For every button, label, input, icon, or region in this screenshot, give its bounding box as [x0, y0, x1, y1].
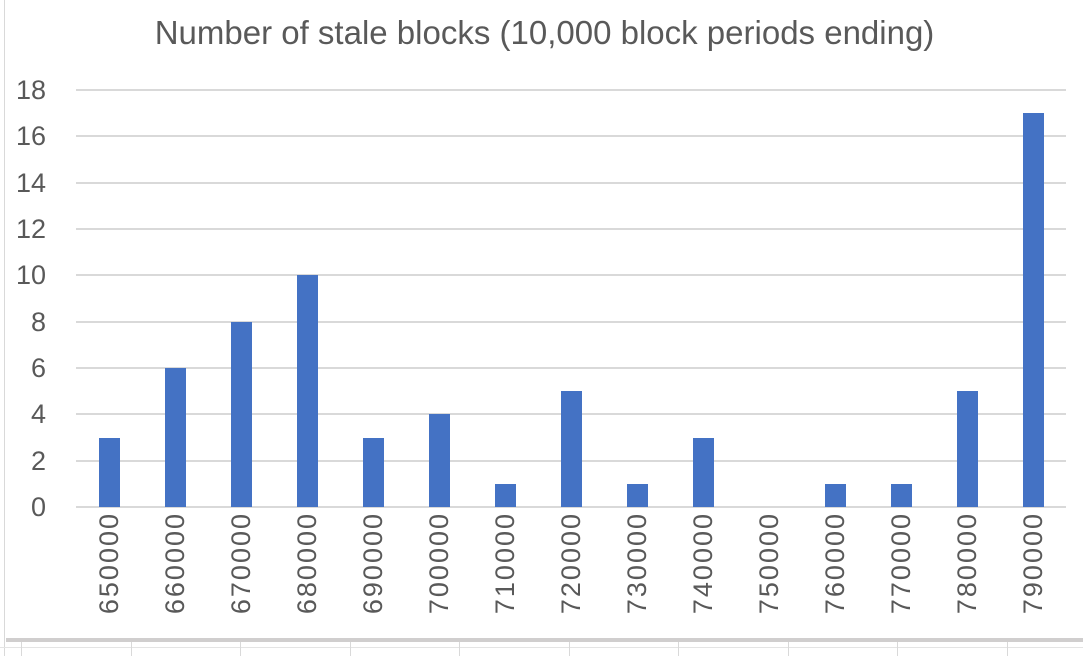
chart-container[interactable]: Number of stale blocks (10,000 block per…	[6, 0, 1083, 642]
y-axis-tick-label: 8	[30, 306, 46, 337]
gridline	[76, 181, 1066, 184]
x-axis-tick-label: 770000	[886, 512, 916, 615]
worksheet-cell-border	[569, 642, 570, 656]
worksheet-cell-border	[788, 642, 789, 656]
bar[interactable]	[956, 391, 978, 507]
gridline	[76, 89, 1066, 91]
worksheet-cell-border	[350, 642, 351, 656]
gridline	[76, 274, 1066, 277]
worksheet-row-border	[0, 647, 1083, 648]
y-axis-tick-label: 0	[30, 492, 46, 522]
x-axis-tick-label: 700000	[424, 512, 454, 615]
bar[interactable]	[98, 437, 120, 507]
gridline	[76, 320, 1066, 323]
worksheet-cell-border	[1007, 642, 1008, 656]
x-axis-tick-label: 780000	[952, 512, 982, 615]
gridline	[76, 135, 1066, 138]
bar[interactable]	[890, 483, 912, 507]
bar[interactable]	[494, 483, 516, 507]
x-axis-tick-label: 680000	[292, 512, 322, 615]
bar[interactable]	[362, 437, 384, 507]
x-axis-tick-label: 690000	[358, 512, 388, 615]
y-axis-tick-label: 4	[30, 399, 46, 430]
bar[interactable]	[692, 437, 714, 507]
x-axis-tick-label: 660000	[160, 512, 190, 615]
worksheet-column-border	[4, 0, 5, 656]
x-axis-tick-label: 740000	[688, 512, 718, 615]
worksheet-cell-border	[21, 642, 22, 656]
y-axis-tick-label: 16	[15, 121, 46, 152]
bar[interactable]	[626, 483, 648, 507]
bar[interactable]	[1022, 113, 1044, 507]
bar[interactable]	[560, 391, 582, 507]
worksheet-cell-border	[459, 642, 460, 656]
worksheet-cell-border	[678, 642, 679, 656]
bar[interactable]	[428, 414, 450, 507]
x-axis-tick-label: 710000	[490, 512, 520, 615]
x-axis-tick-label: 720000	[556, 512, 586, 615]
worksheet-cell-border	[131, 642, 132, 656]
y-axis-tick-label: 14	[15, 167, 46, 198]
bar[interactable]	[230, 321, 252, 507]
gridline	[76, 367, 1066, 369]
y-axis-tick-label: 12	[15, 214, 46, 244]
worksheet-cell-border	[240, 642, 241, 656]
y-axis-tick-label: 10	[15, 260, 46, 291]
y-axis-tick-label: 18	[15, 75, 46, 105]
x-axis-tick-label: 670000	[226, 512, 256, 615]
chart-title[interactable]: Number of stale blocks (10,000 block per…	[154, 14, 935, 51]
plot-area	[76, 89, 1066, 508]
bar[interactable]	[824, 483, 846, 507]
x-axis-tick-label: 760000	[820, 512, 850, 615]
y-axis-tick-label: 6	[30, 353, 46, 383]
x-axis-tick-label: 750000	[754, 512, 784, 615]
gridline	[76, 228, 1066, 230]
x-axis-tick-label: 730000	[622, 512, 652, 615]
bar[interactable]	[164, 368, 186, 507]
bar[interactable]	[296, 275, 318, 507]
x-axis-tick-label: 650000	[94, 512, 124, 615]
worksheet-cell-border	[897, 642, 898, 656]
gridline	[76, 506, 1066, 508]
y-axis-tick-label: 2	[30, 445, 46, 476]
x-axis-tick-label: 790000	[1018, 512, 1048, 615]
